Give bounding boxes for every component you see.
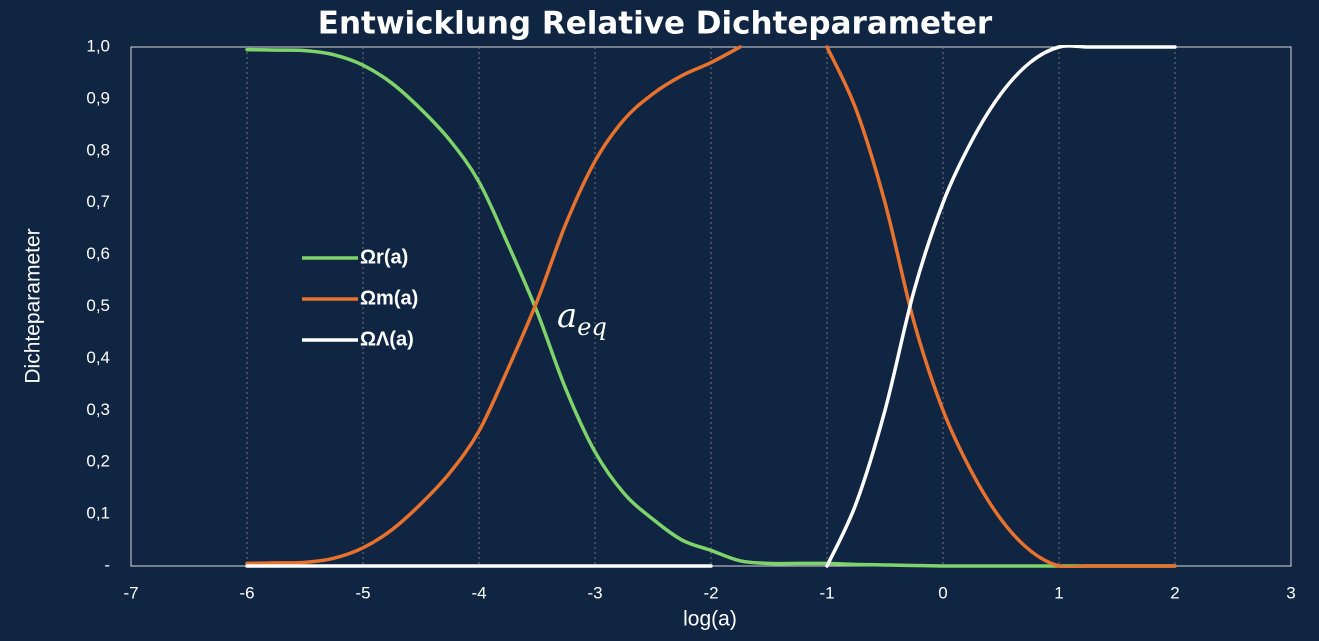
legend-label: Ωm(a) [360, 287, 418, 309]
y-tick-label: 0,5 [86, 296, 110, 315]
legend: Ωr(a) Ωm(a) ΩΛ(a) [302, 246, 418, 350]
legend-label: ΩΛ(a) [360, 328, 414, 350]
x-tick-label: -1 [819, 583, 834, 602]
annotation: aeq [557, 296, 607, 341]
y-tick-label: 0,6 [86, 244, 110, 263]
x-tick-label: -4 [471, 583, 486, 602]
x-tick-label: 1 [1054, 583, 1063, 602]
x-tick-label: 0 [938, 583, 947, 602]
annotation-text: a [557, 296, 577, 336]
y-tick-label: 0,7 [86, 192, 110, 211]
x-axis-label: log(a) [683, 608, 737, 631]
x-tick-label: -3 [587, 583, 602, 602]
x-tick-label: -2 [703, 583, 718, 602]
y-tick-label: 0,9 [86, 88, 110, 107]
x-tick-label: 3 [1286, 583, 1295, 602]
series-line [245, 45, 1177, 568]
y-tick-label: - [104, 555, 110, 574]
y-tick-label: 0,2 [86, 452, 110, 471]
annotation-subscript: eq [577, 313, 607, 341]
series-line [245, 47, 1177, 568]
chart-title: Entwicklung Relative Dichteparameter [318, 6, 993, 42]
y-tick-label: 0,3 [86, 400, 110, 419]
y-axis-label: Dichteparameter [22, 228, 45, 383]
y-tick-label: 1,0 [86, 36, 110, 55]
y-tick-label: 0,8 [86, 140, 110, 159]
x-tick-label: 2 [1170, 583, 1179, 602]
legend-label: Ωr(a) [360, 246, 408, 268]
x-tick-label: -5 [355, 583, 370, 602]
x-tick-label: -6 [239, 583, 254, 602]
series-line [245, 45, 1177, 568]
y-tick-label: 0,1 [86, 504, 110, 523]
x-tick-label: -7 [123, 583, 138, 602]
y-tick-label: 0,4 [86, 348, 110, 367]
